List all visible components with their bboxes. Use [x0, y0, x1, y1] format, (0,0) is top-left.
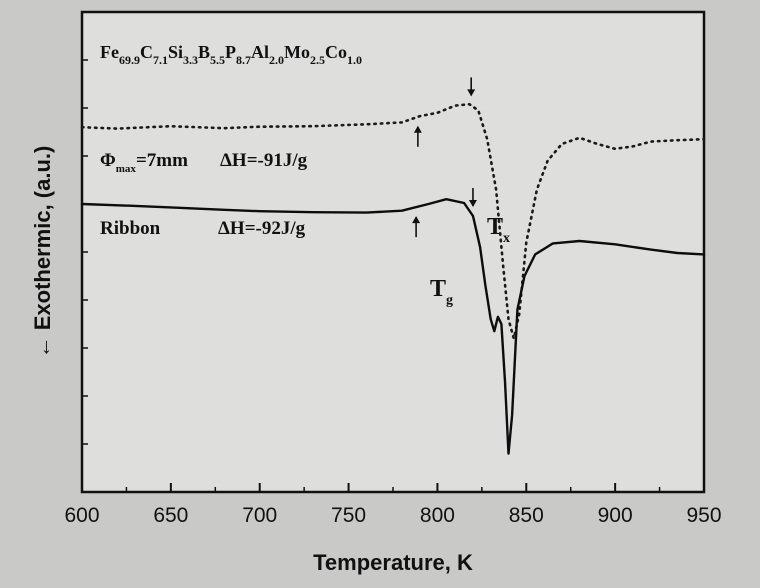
plot-frame [80, 10, 706, 494]
composition-element: B [198, 42, 210, 62]
composition-subscript: 3.3 [183, 53, 198, 67]
composition-element: Si [168, 42, 183, 62]
series-label-bulk: Φmax=7mm [100, 150, 188, 175]
composition-subscript: 8.7 [236, 53, 251, 67]
tx-label: Tx [487, 214, 510, 246]
composition-element: Mo [284, 42, 310, 62]
tg-arrow-ribbon [412, 216, 421, 238]
tg-label: Tg [430, 276, 453, 308]
composition-subscript: 5.5 [210, 53, 225, 67]
x-tick-label: 600 [64, 504, 99, 527]
composition-element: C [140, 42, 153, 62]
x-tick-label: 850 [509, 504, 544, 527]
composition-formula: Fe69.9C7.1Si3.3B5.5P8.7Al2.0Mo2.5Co1.0 [100, 42, 362, 67]
x-tick-label: 750 [331, 504, 366, 527]
composition-subscript: 2.0 [269, 53, 284, 67]
composition-subscript: 1.0 [347, 53, 362, 67]
composition-subscript: 69.9 [119, 53, 140, 67]
x-tick-label: 950 [686, 504, 721, 527]
curves-layer [80, 102, 706, 455]
tg-arrow-bulk [413, 125, 422, 147]
enthalpy-label-ribbon: ΔH=-92J/g [218, 218, 306, 239]
enthalpy-label-bulk: ΔH=-91J/g [220, 150, 308, 171]
series-label-ribbon: Ribbon [100, 218, 161, 239]
x-axis-title: Temperature, K [313, 550, 473, 575]
y-axis-title: ← Exothermic, (a.u.) [30, 146, 55, 359]
x-tick-label: 700 [242, 504, 277, 527]
series-line-ribbon-solid [80, 198, 706, 455]
x-tick-label: 800 [420, 504, 455, 527]
x-axis-ticks: 600 650 700 750 800 850 900 950 [64, 483, 722, 527]
y-axis-ticks [82, 59, 88, 445]
composition-element: Al [251, 42, 269, 62]
composition-subscript: 7.1 [153, 53, 168, 67]
x-tick-label: 650 [153, 504, 188, 527]
tx-arrow-bulk [467, 77, 476, 97]
composition-element: P [225, 42, 236, 62]
series-line-bulk-dotted [80, 102, 706, 340]
composition-subscript: 2.5 [310, 53, 325, 67]
composition-element: Co [325, 42, 347, 62]
x-tick-label: 900 [598, 504, 633, 527]
transition-markers [412, 77, 477, 238]
composition-element: Fe [100, 42, 119, 62]
tx-arrow-ribbon [468, 188, 477, 207]
